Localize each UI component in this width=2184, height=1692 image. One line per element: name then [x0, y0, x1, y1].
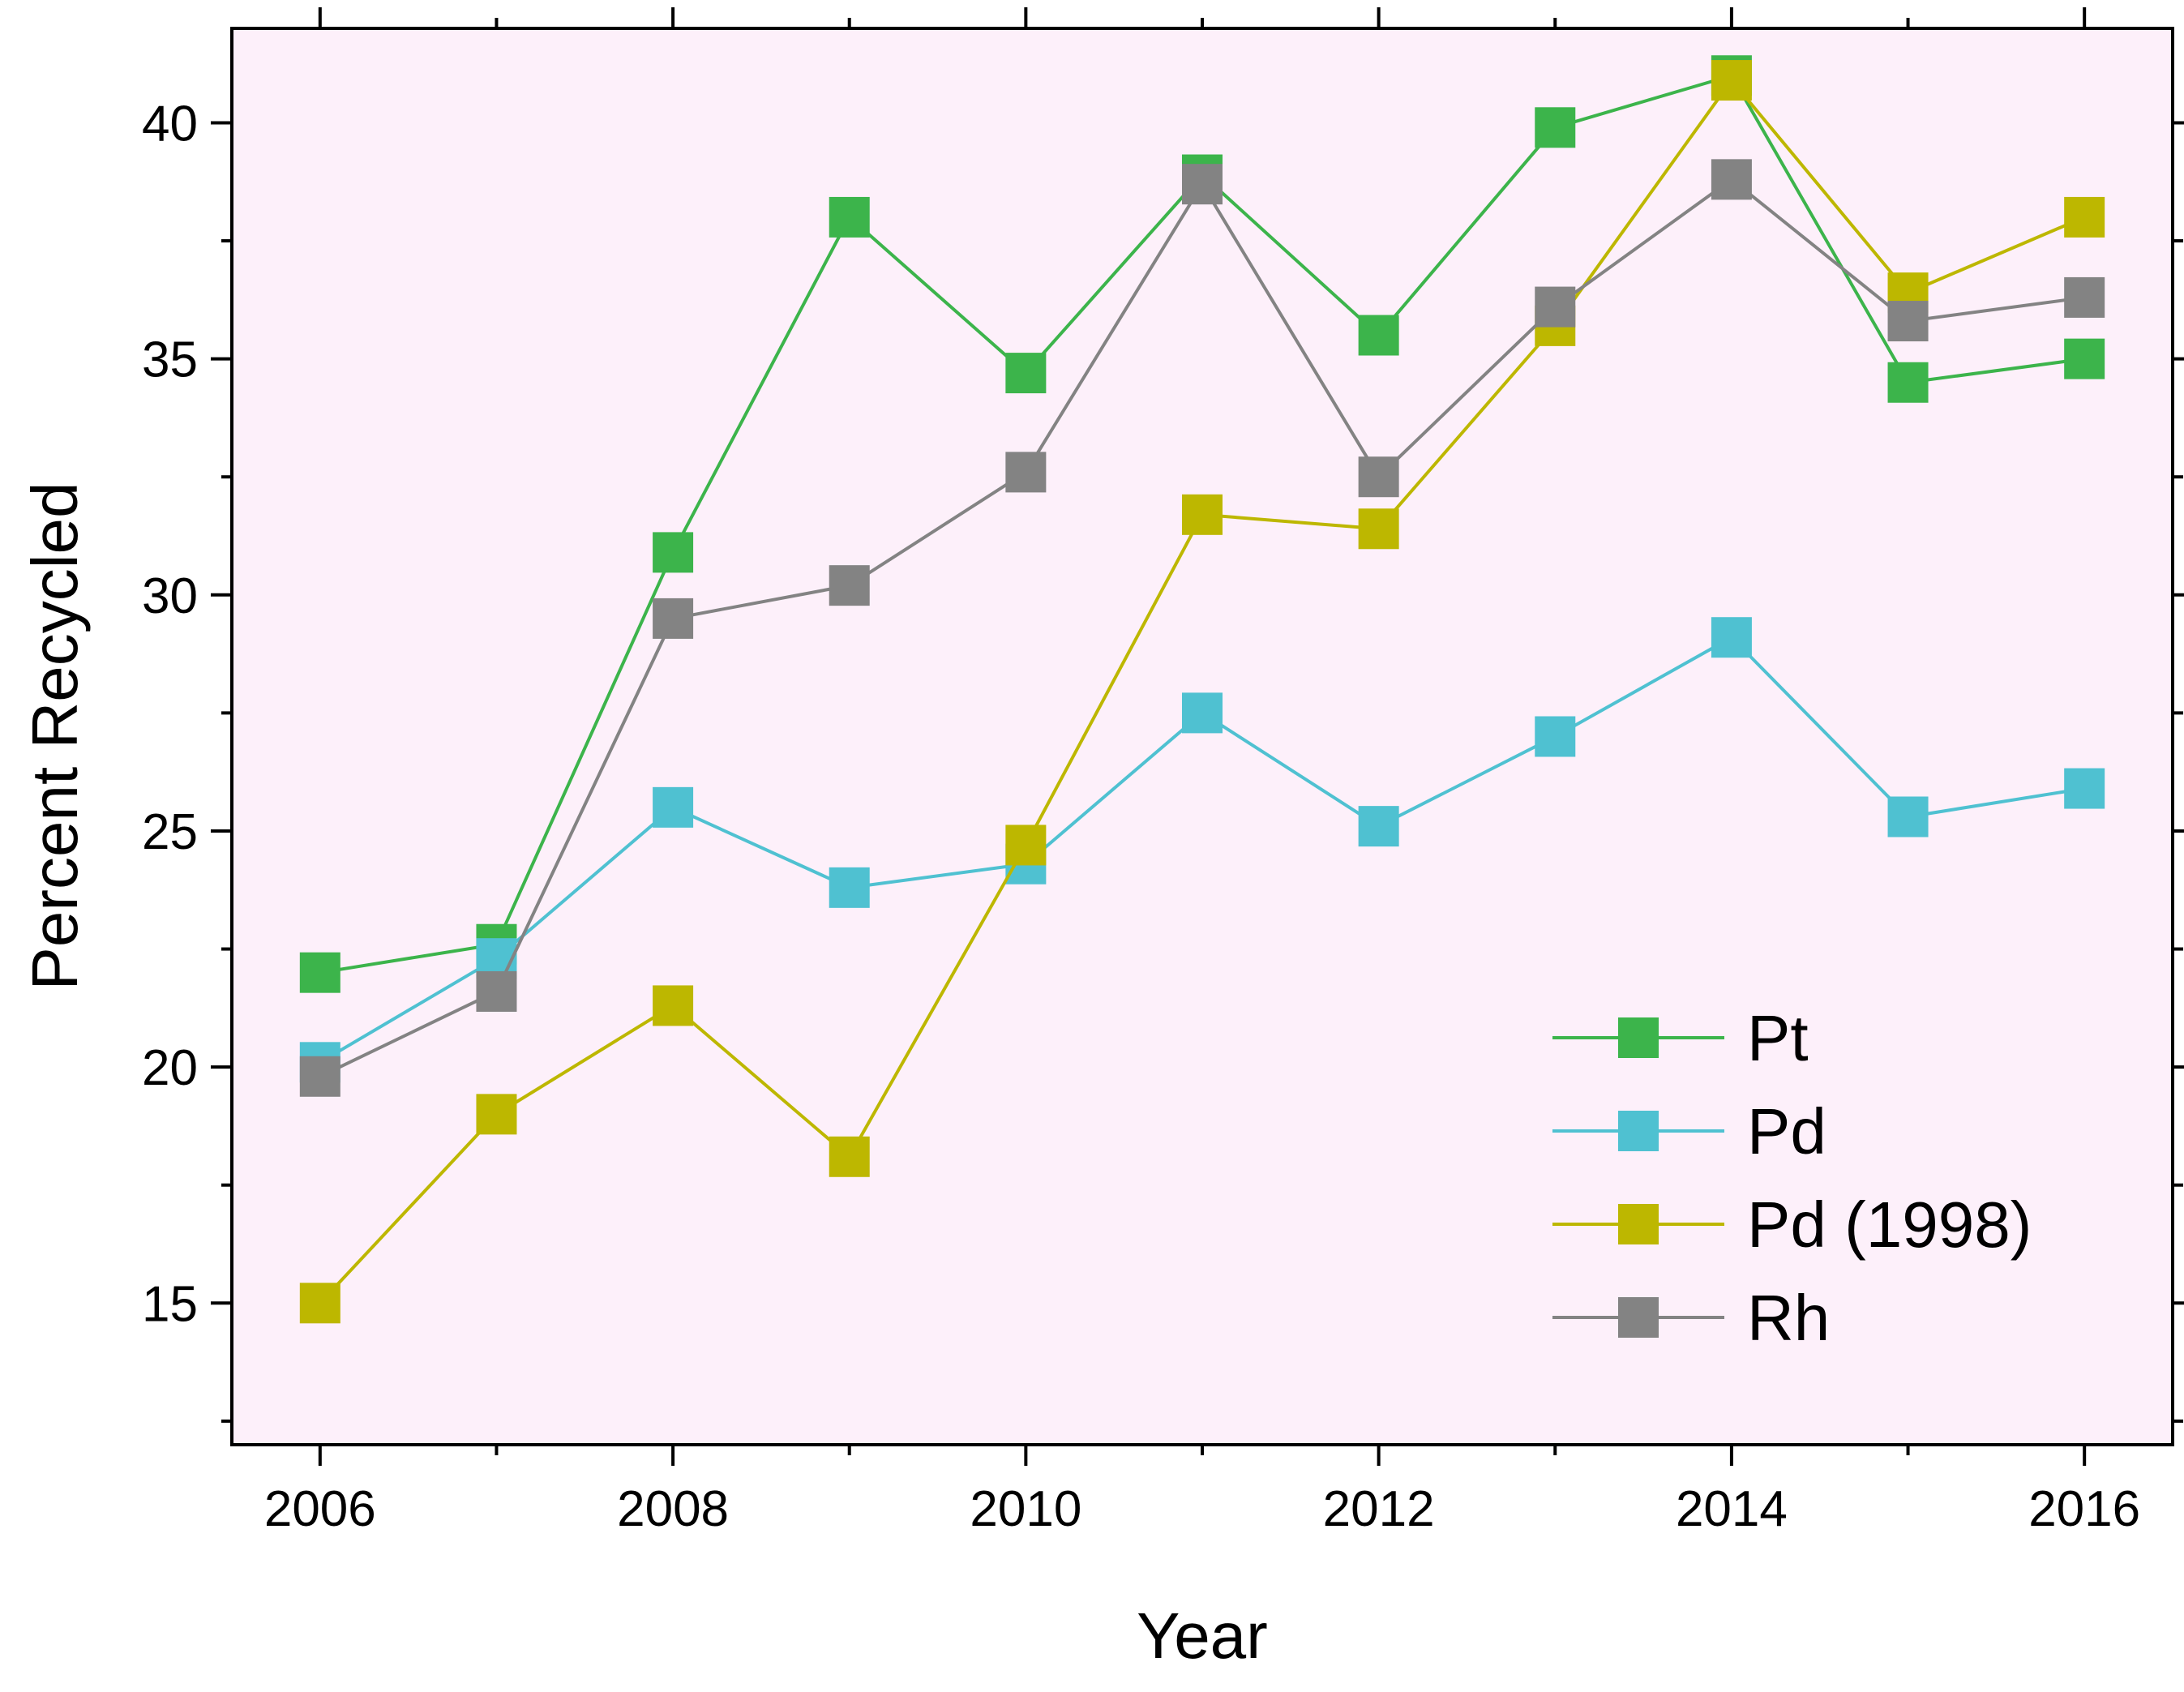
- legend-item: Rh: [1552, 1282, 1830, 1354]
- data-point: [1005, 825, 1047, 866]
- data-point: [653, 786, 694, 828]
- legend-label: Pd: [1747, 1095, 1826, 1167]
- data-point: [1358, 806, 1399, 847]
- series-rh: [299, 159, 2105, 1097]
- y-tick-label: 40: [142, 96, 198, 152]
- data-point: [476, 1094, 517, 1135]
- data-point: [1535, 286, 1576, 328]
- data-point: [1887, 362, 1929, 403]
- x-tick-label: 2006: [264, 1481, 376, 1537]
- legend-item: Pd (1998): [1552, 1189, 2032, 1261]
- data-point: [1182, 164, 1223, 205]
- data-point: [1887, 796, 1929, 837]
- x-tick-label: 2014: [1676, 1481, 1788, 1537]
- y-tick-label: 15: [142, 1276, 198, 1332]
- data-point: [653, 532, 694, 573]
- data-point: [299, 952, 340, 993]
- legend-label: Rh: [1747, 1282, 1830, 1354]
- data-point: [2064, 338, 2105, 379]
- legend-label: Pt: [1747, 1002, 1809, 1074]
- x-tick-label: 2012: [1323, 1481, 1435, 1537]
- legend-item: Pd: [1552, 1095, 1826, 1167]
- y-tick-label: 30: [142, 568, 198, 624]
- y-axis-title: Percent Recycled: [19, 482, 91, 991]
- x-tick-label: 2008: [617, 1481, 729, 1537]
- y-tick-label: 25: [142, 804, 198, 860]
- data-point: [1358, 456, 1399, 498]
- y-tick-label: 35: [142, 332, 198, 388]
- x-tick-label: 2010: [970, 1481, 1081, 1537]
- legend-item: Pt: [1552, 1002, 1809, 1074]
- data-point: [2064, 196, 2105, 238]
- data-point: [476, 970, 517, 1012]
- data-point: [1358, 315, 1399, 356]
- x-axis-title: Year: [1137, 1600, 1268, 1672]
- series-pd-1998: [299, 60, 2105, 1324]
- data-point: [1005, 353, 1047, 394]
- data-point: [299, 1283, 340, 1324]
- legend-marker: [1618, 1017, 1659, 1058]
- data-point: [1535, 107, 1576, 148]
- data-point: [1535, 716, 1576, 757]
- data-point: [829, 196, 870, 238]
- data-point: [1358, 508, 1399, 550]
- data-point: [1711, 159, 1752, 200]
- legend-marker: [1618, 1111, 1659, 1151]
- plot-frame: [230, 27, 2174, 1446]
- data-point: [299, 1056, 340, 1097]
- y-tick-label: 20: [142, 1040, 198, 1096]
- data-point: [1182, 494, 1223, 535]
- plot-background: [232, 28, 2173, 1445]
- data-point: [1182, 692, 1223, 734]
- data-point: [829, 565, 870, 606]
- data-point: [1887, 301, 1929, 342]
- data-point: [653, 598, 694, 639]
- legend-marker: [1618, 1204, 1659, 1244]
- data-point: [2064, 768, 2105, 809]
- legend-label: Pd (1998): [1747, 1189, 2032, 1261]
- x-tick-label: 2016: [2028, 1481, 2140, 1537]
- legend-marker: [1618, 1297, 1659, 1338]
- data-point: [829, 867, 870, 908]
- data-point: [829, 1136, 870, 1177]
- data-point: [653, 985, 694, 1026]
- data-point: [2064, 276, 2105, 318]
- data-point: [1005, 452, 1047, 493]
- data-point: [1711, 60, 1752, 101]
- data-point: [1711, 617, 1752, 658]
